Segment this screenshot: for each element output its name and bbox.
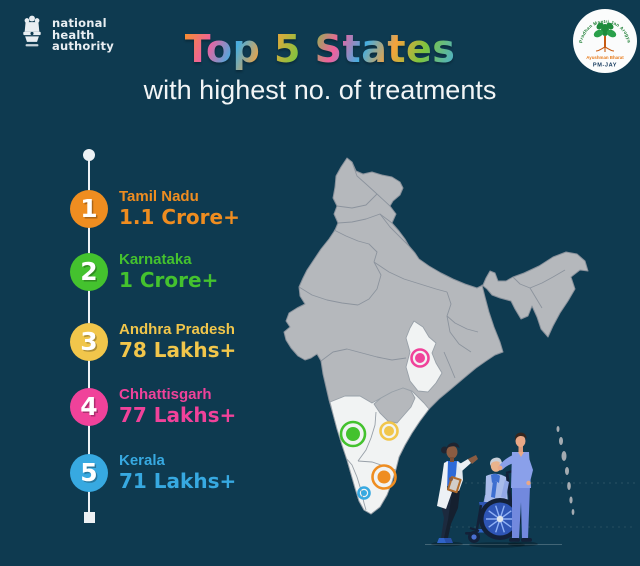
ranking-item-2: 2 Karnataka 1 Crore+ xyxy=(70,251,218,292)
pmjay-sub-text: Ayushman Bharat xyxy=(586,55,624,60)
rank-badge: 1 xyxy=(70,189,108,228)
doctor-illustration xyxy=(431,442,478,547)
map-marker-dot-chhattisgarh xyxy=(415,353,425,363)
map-marker-ring-tamil-nadu xyxy=(371,464,397,490)
map-marker-ring-chhattisgarh xyxy=(410,348,430,368)
rank-badge: 2 xyxy=(70,252,108,291)
ranking-item-4: 4 Chhattisgarh 77 Lakhs+ xyxy=(70,386,236,427)
rank-badge: 3 xyxy=(70,322,108,361)
nha-logo: national health authority xyxy=(18,13,114,57)
timeline-end-square xyxy=(83,512,95,523)
ranking-item-3: 3 Andhra Pradesh 78 Lakhs+ xyxy=(70,321,236,362)
ranking-item-5: 5 Kerala 71 Lakhs+ xyxy=(70,452,236,493)
map-marker-dot-kerala xyxy=(361,490,367,496)
state-borders xyxy=(298,161,566,379)
india-outline xyxy=(283,157,589,515)
ranking-item-1: 1 Tamil Nadu 1.1 Crore+ xyxy=(70,188,240,229)
timeline-start-dot xyxy=(83,149,95,161)
map-marker-ring-andhra-pradesh xyxy=(379,421,399,441)
page-title: Top 5 States xyxy=(184,27,456,71)
rank-number: 1 xyxy=(80,194,98,223)
nha-logo-line3: authority xyxy=(52,39,114,53)
nha-logo-line1: national xyxy=(52,16,107,30)
pmjay-logo: Pradhan Mantri Jan Arogya Yojana Ayushma… xyxy=(570,6,637,73)
state-name: Andhra Pradesh xyxy=(119,321,235,338)
map-marker-ring-karnataka xyxy=(339,420,367,448)
map-markers xyxy=(339,348,430,500)
rank-badge: 5 xyxy=(70,453,108,492)
state-name: Kerala xyxy=(119,452,165,469)
nurse-illustration xyxy=(497,432,538,547)
page-subtitle: with highest no. of treatments xyxy=(143,75,497,105)
pmjay-tree-icon xyxy=(593,22,617,52)
map-marker-dot-andhra-pradesh xyxy=(384,426,394,436)
rank-number: 5 xyxy=(80,458,98,487)
state-name: Karnataka xyxy=(119,251,192,268)
map-marker-dot-karnataka xyxy=(346,427,360,441)
rank-number: 2 xyxy=(80,257,98,286)
state-telangana-gray xyxy=(373,387,416,424)
map-marker-dot-tamil-nadu xyxy=(377,470,391,484)
map-marker-ring-kerala xyxy=(357,486,371,500)
rank-badge: 4 xyxy=(70,387,108,426)
state-value: 71 Lakhs+ xyxy=(119,469,237,493)
nha-logo-text: national health authority xyxy=(52,16,114,53)
nha-logo-line2: health xyxy=(52,27,95,42)
wheel-spokes xyxy=(486,505,514,533)
state-value: 77 Lakhs+ xyxy=(119,403,237,427)
rank-number: 4 xyxy=(80,392,98,421)
state-name: Chhattisgarh xyxy=(119,386,212,403)
state-value: 1.1 Crore+ xyxy=(119,205,240,229)
header-titles: Top 5 States with highest no. of treatme… xyxy=(0,26,640,105)
rank-number: 3 xyxy=(80,327,98,356)
pmjay-bottom-text: PM-JAY xyxy=(593,63,617,69)
patient-wheelchair-illustration xyxy=(465,457,525,548)
state-value: 78 Lakhs+ xyxy=(119,338,237,362)
ashoka-emblem-icon xyxy=(23,15,41,47)
healthcare-illustration xyxy=(431,432,538,548)
state-name: Tamil Nadu xyxy=(119,188,199,205)
state-value: 1 Crore+ xyxy=(119,268,219,292)
andaman-islands xyxy=(556,426,575,515)
